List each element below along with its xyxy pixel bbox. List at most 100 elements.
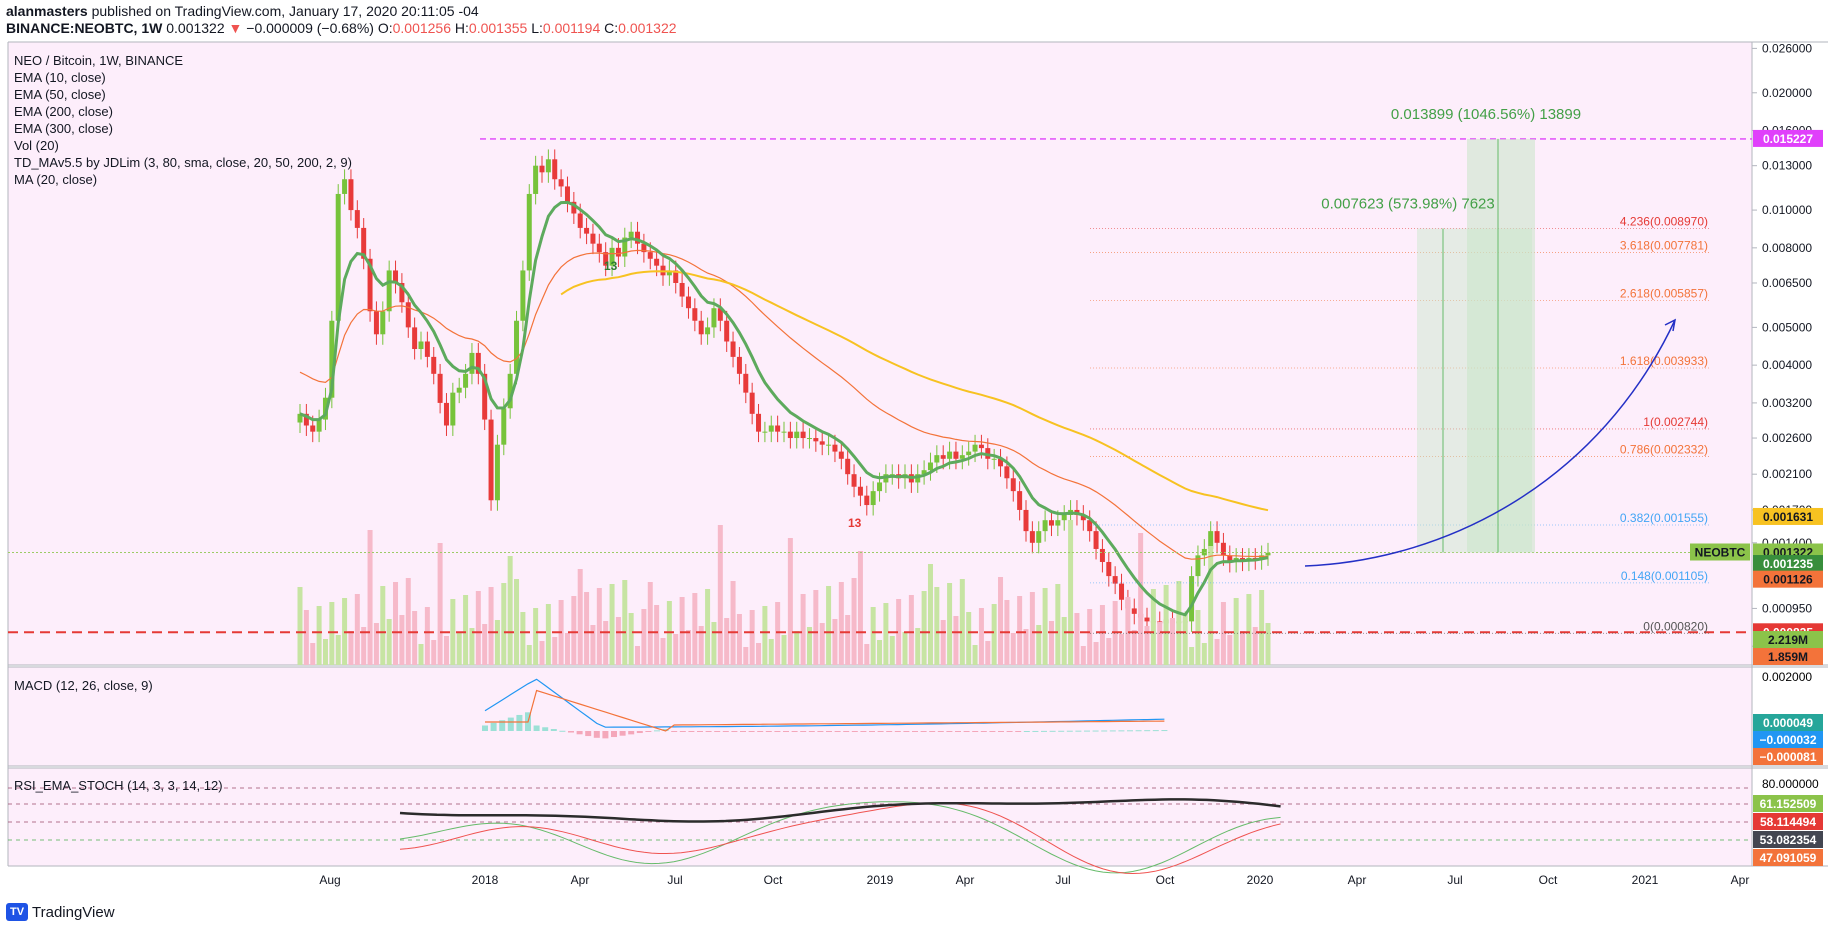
volume-bar [896, 599, 902, 665]
volume-bar [297, 587, 303, 665]
fib-0.786: 0.786(0.002332) [1620, 442, 1708, 456]
volume-bar [1029, 592, 1035, 665]
badge-rsi-orange-text: 47.091059 [1760, 851, 1817, 865]
volume-bar [1144, 626, 1150, 665]
legend-item[interactable]: MA (20, close) [14, 172, 98, 187]
volume-bar [1208, 546, 1214, 665]
candle [380, 311, 386, 335]
volume-bar [1220, 602, 1226, 665]
legend-item[interactable]: EMA (300, close) [14, 121, 113, 136]
volume-bar [698, 626, 704, 665]
macd-bar [757, 731, 764, 732]
candle [877, 482, 883, 492]
volume-bar [1227, 635, 1233, 665]
candle [342, 179, 348, 194]
volume-bar [775, 602, 781, 665]
volume-bar [762, 606, 768, 665]
candle [1023, 509, 1029, 532]
legend-item[interactable]: EMA (200, close) [14, 104, 113, 119]
badge-rsi-green: 61.152509 [1753, 795, 1823, 812]
legend-item[interactable]: EMA (50, close) [14, 87, 106, 102]
volume-bar [1240, 631, 1246, 665]
volume-bar [819, 623, 825, 665]
macd-bar [645, 731, 652, 732]
candle [724, 320, 730, 342]
macd-bar [774, 731, 781, 732]
candle [316, 419, 322, 432]
publish-line: alanmasters published on TradingView.com… [6, 3, 479, 19]
volume-bar [1080, 646, 1086, 665]
volume-bar [947, 583, 953, 665]
author[interactable]: alanmasters [6, 3, 88, 19]
macd-bar [1041, 730, 1047, 732]
time-axis-label: 2020 [1247, 873, 1274, 887]
macd-bar [628, 731, 635, 735]
macd-bar [765, 731, 772, 732]
candle [641, 243, 647, 253]
macd-bar [912, 731, 918, 732]
rsi-legend[interactable]: RSI_EMA_STOCH (14, 3, 3, 14, 12) [14, 778, 223, 793]
volume-bar [475, 591, 481, 665]
macd-legend[interactable]: MACD (12, 26, close, 9) [14, 678, 153, 693]
volume-bar [590, 625, 596, 665]
candle [794, 431, 800, 439]
candle [590, 233, 596, 244]
time-axis-label: Jul [667, 873, 682, 887]
candle [845, 458, 851, 475]
volume-bar [832, 619, 838, 665]
badge-ema-yellow: 0.001631 [1753, 507, 1823, 525]
high: H:0.001355 [454, 20, 528, 36]
macd-bar [851, 731, 858, 732]
legend-item[interactable]: EMA (10, close) [14, 70, 106, 85]
candle [628, 231, 634, 238]
candle [679, 282, 685, 297]
macd-bar [826, 731, 832, 732]
macd-bar [1092, 730, 1099, 732]
candle [692, 308, 698, 321]
volume-bar [705, 589, 711, 665]
candle [966, 451, 972, 456]
macd-bar [559, 730, 566, 732]
last-price: 0.001322 [166, 20, 225, 36]
volume-bar [826, 586, 832, 665]
footer-brand[interactable]: TV TradingView [6, 903, 115, 921]
volume-bar [386, 619, 392, 665]
candle [826, 444, 832, 446]
candle [584, 227, 590, 234]
volume-bar [927, 564, 933, 665]
candle [991, 458, 997, 460]
volume-bar [756, 643, 762, 665]
badge-vol: 2.219M [1753, 631, 1823, 648]
legend-item[interactable]: Vol (20) [14, 138, 59, 153]
volume-bar [303, 610, 309, 665]
volume-bar [361, 627, 367, 665]
volume-bar [526, 645, 532, 665]
volume-bar [482, 624, 488, 665]
legend-item[interactable]: NEO / Bitcoin, 1W, BINANCE [14, 53, 184, 68]
time-axis-label: Apr [1348, 873, 1367, 887]
volume-bar [418, 644, 424, 665]
time-axis-label: Jul [1055, 873, 1070, 887]
candle [469, 352, 475, 374]
badge-macd-hist-text: 0.000049 [1763, 716, 1813, 730]
volume-bar [1189, 647, 1195, 665]
macd-bar [671, 731, 678, 732]
badge-macd: −0.000032 [1753, 731, 1823, 748]
candle [947, 451, 953, 459]
macd-bar [748, 731, 755, 732]
candle [927, 462, 933, 471]
symbol: BINANCE:NEOBTC, 1W [6, 20, 163, 36]
candle [545, 159, 551, 173]
volume-bar [736, 614, 742, 665]
volume-bar [437, 543, 443, 665]
macd-bar [516, 714, 523, 731]
legend-item[interactable]: TD_MAv5.5 by JDLim (3, 80, sma, close, 2… [14, 155, 352, 170]
candle [437, 373, 443, 403]
candle [596, 243, 602, 253]
candle [851, 474, 857, 487]
macd-bar [662, 729, 669, 731]
macd-bar [1101, 730, 1108, 732]
volume-bar [953, 616, 959, 665]
candle [552, 159, 558, 180]
